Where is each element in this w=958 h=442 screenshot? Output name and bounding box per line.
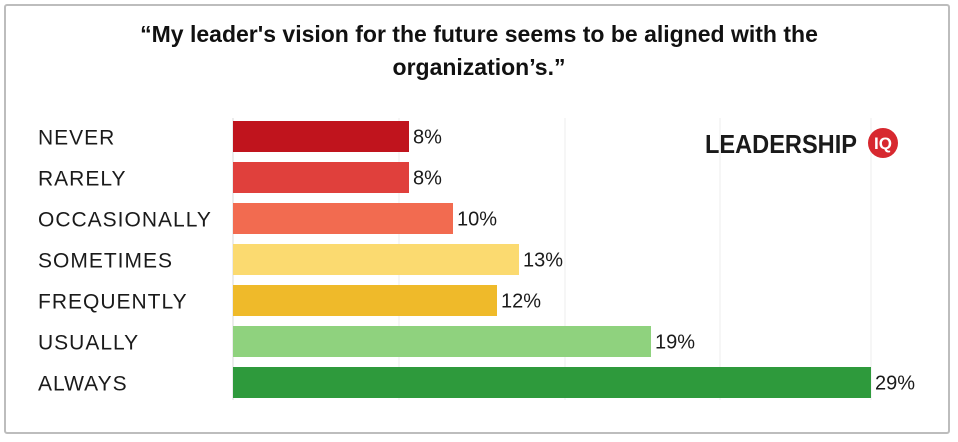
value-label: 10% — [457, 209, 497, 231]
labels: NEVER 8% RARELY 8% OCCASIONALLY 10% SOMETIMES 1… — [38, 127, 915, 396]
value-label: 8% — [413, 168, 442, 190]
chart-title: “My leader's vision for the future seems… — [0, 18, 958, 84]
bar — [233, 244, 519, 275]
category-label: NEVER — [38, 127, 115, 150]
bars — [233, 121, 871, 398]
category-label: SOMETIMES — [38, 250, 173, 273]
category-label: OCCASIONALLY — [38, 209, 212, 232]
category-label: USUALLY — [38, 332, 139, 355]
chart-title-line-1: “My leader's vision for the future seems… — [140, 21, 818, 47]
bar — [233, 162, 409, 193]
bar — [233, 121, 409, 152]
logo-iq-text: IQ — [874, 134, 892, 153]
category-label: FREQUENTLY — [38, 291, 188, 314]
logo-iq-badge — [868, 128, 898, 158]
bar — [233, 285, 497, 316]
bar — [233, 326, 651, 357]
category-label: ALWAYS — [38, 373, 128, 396]
chart-frame — [4, 4, 950, 434]
bar — [233, 203, 453, 234]
logo-wordmark: LEADERSHIP — [705, 129, 857, 159]
value-label: 13% — [523, 250, 563, 272]
value-label: 8% — [413, 127, 442, 149]
leadership-iq-logo: LEADERSHIP IQ — [705, 128, 898, 159]
value-label: 29% — [875, 373, 915, 395]
category-label: RARELY — [38, 168, 126, 191]
value-label: 19% — [655, 332, 695, 354]
bar — [233, 367, 871, 398]
chart-title-line-2: organization’s.” — [392, 54, 566, 80]
value-label: 12% — [501, 291, 541, 313]
